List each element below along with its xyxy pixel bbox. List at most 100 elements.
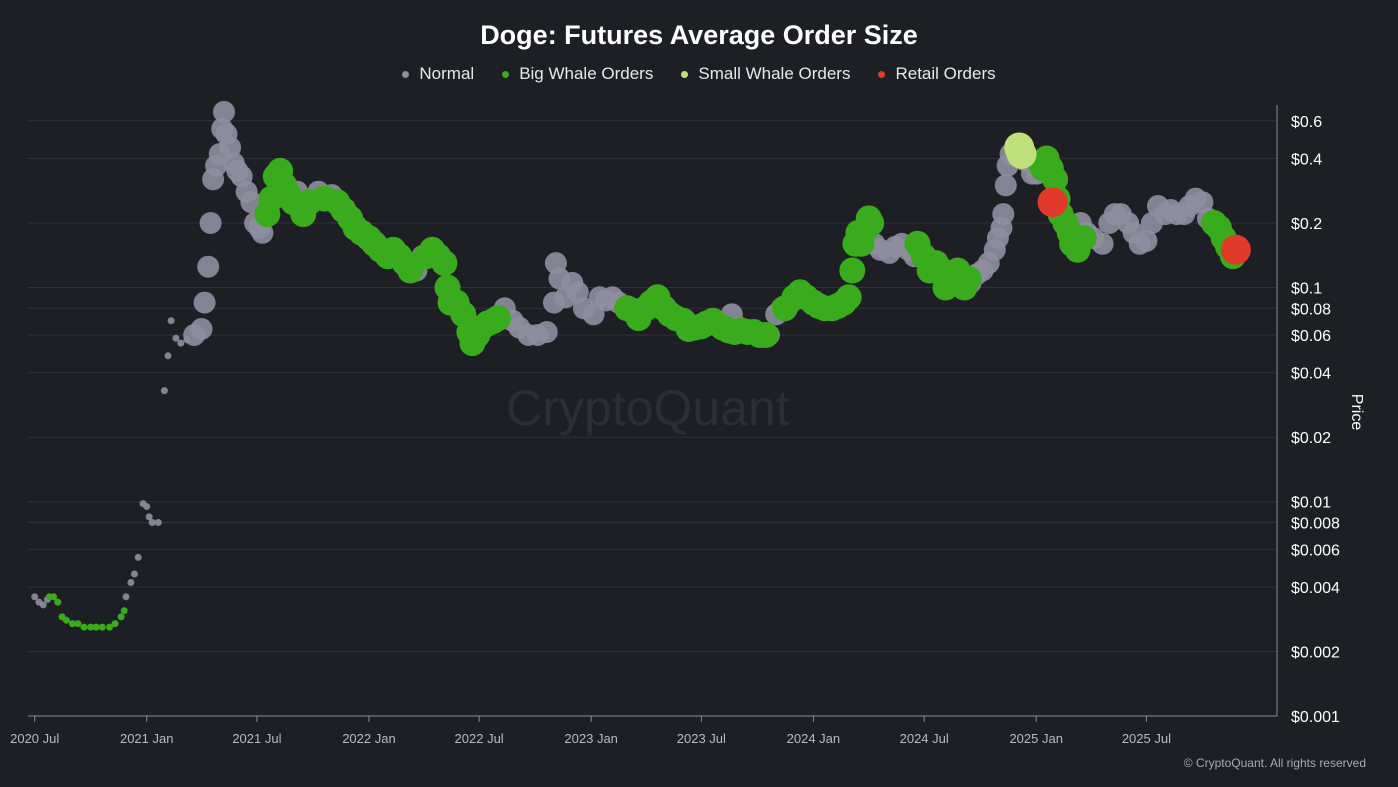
chart-title: Doge: Futures Average Order Size (480, 20, 918, 50)
legend-item-retail[interactable]: Retail Orders (878, 64, 996, 84)
legend-label-small-whale: Small Whale Orders (698, 64, 851, 83)
data-point (31, 593, 39, 601)
x-tick-label: 2025 Jan (1009, 731, 1063, 746)
data-point (145, 513, 153, 521)
data-point (39, 601, 47, 609)
watermark: CryptoQuant (506, 380, 790, 436)
legend-dot-big-whale (502, 70, 510, 78)
legend-dot-small-whale (681, 70, 689, 78)
data-point (117, 613, 125, 621)
data-point (131, 570, 138, 578)
legend-item-big-whale[interactable]: Big Whale Orders (502, 64, 653, 84)
data-point (122, 593, 130, 601)
data-point (120, 607, 128, 615)
x-tick-label: 2023 Jul (677, 731, 726, 746)
y-axis: $0.6 $0.4 $0.2 $0.1 $0.08 $0.06 $0.04 $0.02 $0.0… (1276, 105, 1340, 726)
legend-item-normal[interactable]: Normal (402, 64, 474, 84)
data-point (106, 623, 114, 631)
data-point (1091, 232, 1114, 255)
data-point (1042, 166, 1069, 193)
data-point (143, 503, 151, 510)
y-tick-label: $0.006 (1291, 542, 1340, 559)
data-point (148, 519, 156, 526)
data-point (1135, 229, 1158, 252)
y-tick-label: $0.02 (1291, 430, 1331, 447)
data-point (160, 387, 168, 395)
x-tick-label: 2024 Jan (787, 731, 841, 746)
data-point (54, 598, 62, 606)
data-point (74, 620, 82, 628)
data-point (167, 317, 175, 325)
data-point (164, 352, 172, 360)
copyright-footer: © CryptoQuant. All rights reserved (1183, 756, 1366, 770)
data-point (177, 339, 185, 347)
data-point (251, 221, 274, 244)
data-point (1220, 234, 1251, 265)
data-point (858, 210, 885, 236)
x-tick-label: 2022 Jan (342, 731, 396, 746)
data-point (50, 593, 58, 601)
series-small-whale-orders (1004, 132, 1037, 169)
x-tick-label: 2025 Jul (1122, 731, 1171, 746)
y-tick-label: $0.2 (1291, 216, 1322, 233)
data-point (955, 265, 982, 292)
data-point (190, 318, 213, 340)
data-point (431, 250, 458, 277)
x-axis: 2020 Jul 2021 Jan 2021 Jul 2022 Jan 2022 Jul… (10, 715, 1277, 746)
data-point (1037, 187, 1068, 218)
data-point (835, 284, 862, 311)
scatter-points (31, 100, 1251, 631)
x-tick-label: 2020 Jul (10, 731, 59, 746)
legend-label-retail: Retail Orders (895, 64, 996, 83)
legend-label-big-whale: Big Whale Orders (519, 64, 654, 83)
x-tick-label: 2024 Jul (900, 731, 949, 746)
data-point (213, 100, 235, 123)
y-tick-label: $0.08 (1291, 301, 1331, 318)
legend-item-small-whale[interactable]: Small Whale Orders (681, 64, 850, 84)
y-tick-label: $0.6 (1291, 114, 1322, 131)
y-tick-label: $0.002 (1291, 645, 1340, 662)
data-point (535, 321, 558, 343)
y-tick-label: $0.04 (1291, 366, 1331, 383)
data-point (98, 623, 106, 631)
data-point (839, 257, 866, 284)
data-point (154, 519, 162, 526)
data-point (197, 255, 220, 278)
legend-label-normal: Normal (419, 64, 475, 83)
data-point (485, 305, 511, 332)
data-point (1006, 139, 1037, 169)
series-retail-orders (1037, 187, 1251, 265)
data-point (80, 623, 88, 631)
x-tick-label: 2021 Jan (120, 731, 174, 746)
y-tick-label: $0.004 (1291, 580, 1340, 597)
data-point (1070, 225, 1097, 252)
data-point (992, 203, 1015, 226)
data-point (92, 623, 100, 631)
y-tick-label: $0.001 (1291, 709, 1340, 726)
data-point (87, 623, 95, 631)
y-tick-label: $0.06 (1291, 328, 1331, 345)
data-point (193, 291, 216, 314)
series-big-whale-orders (45, 145, 1246, 631)
chart-legend: Normal Big Whale Orders Small Whale Orde… (0, 64, 1398, 84)
legend-dot-retail (878, 70, 886, 78)
data-point (172, 334, 180, 342)
y-tick-label: $0.01 (1291, 495, 1331, 512)
data-point (111, 620, 119, 628)
y-tick-label: $0.008 (1291, 516, 1340, 533)
data-point (752, 322, 779, 348)
data-point (994, 174, 1017, 197)
legend-dot-normal (402, 70, 410, 78)
y-axis-label: Price (1348, 394, 1365, 431)
data-point (127, 579, 135, 586)
data-point (199, 212, 222, 234)
x-tick-label: 2022 Jul (455, 731, 504, 746)
y-tick-label: $0.4 (1291, 151, 1322, 168)
data-point (134, 553, 142, 561)
x-tick-label: 2023 Jan (564, 731, 618, 746)
data-point (68, 620, 76, 628)
x-tick-label: 2021 Jul (232, 731, 281, 746)
y-tick-label: $0.1 (1291, 280, 1322, 297)
data-point (62, 616, 70, 624)
